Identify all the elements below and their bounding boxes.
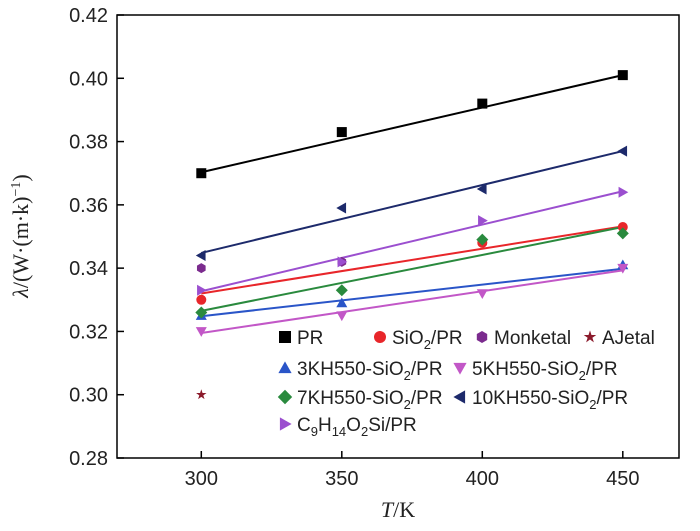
data-point-sio2-pr	[196, 294, 207, 305]
data-point-3kh550-sio2-pr	[336, 297, 348, 308]
legend-label-3kh550-sio2-pr: 3KH550-SiO2/PR	[297, 359, 443, 383]
legend: PR SiO2/PR Monketal AJetal 3KH550-SiO2/PR 5KH…	[277, 328, 655, 439]
data-point-10kh550-sio2-pr	[336, 202, 347, 214]
data-point-5kh550-sio2-pr	[195, 327, 207, 337]
legend-marker-sio2-pr	[374, 331, 386, 343]
y-tick-label: 0.38	[69, 132, 108, 154]
data-point-pr	[477, 98, 488, 109]
fit-line-3kh550-sio2-pr	[201, 267, 623, 318]
legend-marker-pr	[279, 331, 291, 343]
legend-label-7kh550-sio2-pr: 7KH550-SiO2/PR	[297, 388, 443, 412]
y-tick-label: 0.32	[69, 321, 108, 343]
legend-label-pr: PR	[297, 328, 323, 349]
data-point-10kh550-sio2-pr	[195, 249, 206, 261]
data-point-5kh550-sio2-pr	[476, 289, 488, 299]
data-point-5kh550-sio2-pr	[617, 263, 629, 274]
legend-label-monketal: Monketal	[494, 328, 571, 349]
data-point-c9h14o2si-pr	[337, 256, 348, 268]
y-tick-label: 0.28	[69, 448, 108, 470]
data-point-10kh550-sio2-pr	[617, 145, 628, 157]
legend-label-ajetal: AJetal	[602, 328, 655, 349]
data-point-10kh550-sio2-pr	[476, 183, 487, 195]
x-axis-ticks: 300 350 400 450	[185, 451, 639, 490]
fit-line-10kh550-sio2-pr	[201, 150, 624, 254]
legend-marker-monketal	[476, 331, 488, 343]
data-point-c9h14o2si-pr	[478, 215, 488, 227]
y-tick-label: 0.30	[69, 385, 108, 407]
data-points	[195, 70, 629, 400]
plot-frame	[116, 14, 680, 459]
data-point-c9h14o2si-pr	[618, 186, 629, 198]
legend-marker-ajetal	[583, 330, 597, 343]
legend-label-c9h14o2si-pr: C9H14O2Si/PR	[297, 415, 417, 439]
legend-marker-c9h14o2si-pr	[279, 417, 292, 431]
y-axis-label: λ/(W·(m·k)−1)	[8, 174, 33, 298]
data-point-c9h14o2si-pr	[197, 284, 207, 296]
data-point-pr	[196, 168, 207, 179]
x-tick-label: 450	[606, 468, 639, 490]
fit-line-c9h14o2si-pr	[201, 190, 624, 293]
legend-label-sio2-pr: SiO2/PR	[392, 328, 463, 352]
fit-line-7kh550-sio2-pr	[201, 226, 623, 312]
data-point-7kh550-sio2-pr	[195, 306, 208, 319]
data-point-monketal	[196, 263, 206, 274]
y-tick-label: 0.34	[69, 258, 108, 280]
legend-label-5kh550-sio2-pr: 5KH550-SiO2/PR	[472, 359, 618, 383]
y-tick-label: 0.36	[69, 195, 108, 217]
data-point-pr	[336, 127, 347, 138]
data-point-5kh550-sio2-pr	[336, 311, 348, 322]
y-tick-label: 0.40	[69, 68, 108, 90]
legend-marker-10kh550-sio2-pr	[453, 390, 466, 404]
data-point-7kh550-sio2-pr	[616, 227, 629, 240]
data-point-pr	[617, 70, 628, 81]
legend-marker-5kh550-sio2-pr	[453, 362, 467, 375]
x-tick-label: 350	[325, 468, 358, 490]
x-tick-label: 400	[466, 468, 499, 490]
y-tick-label: 0.42	[69, 5, 108, 27]
data-point-7kh550-sio2-pr	[335, 284, 348, 297]
legend-marker-3kh550-sio2-pr	[278, 361, 292, 374]
x-tick-label: 300	[185, 468, 218, 490]
fit-line-sio2-pr	[201, 225, 623, 295]
legend-marker-7kh550-sio2-pr	[277, 389, 293, 405]
data-point-7kh550-sio2-pr	[476, 233, 489, 246]
fit-lines	[201, 74, 624, 334]
fit-line-5kh550-sio2-pr	[201, 269, 623, 334]
x-axis-label: T/K	[381, 497, 415, 522]
y-axis-ticks: 0.28 0.30 0.32 0.34 0.36 0.38 0.40 0.42	[69, 5, 124, 470]
data-point-sio2-pr	[617, 222, 628, 233]
data-point-ajetal	[196, 389, 207, 400]
legend-label-10kh550-sio2-pr: 10KH550-SiO2/PR	[472, 388, 628, 412]
fit-line-pr	[201, 74, 624, 174]
